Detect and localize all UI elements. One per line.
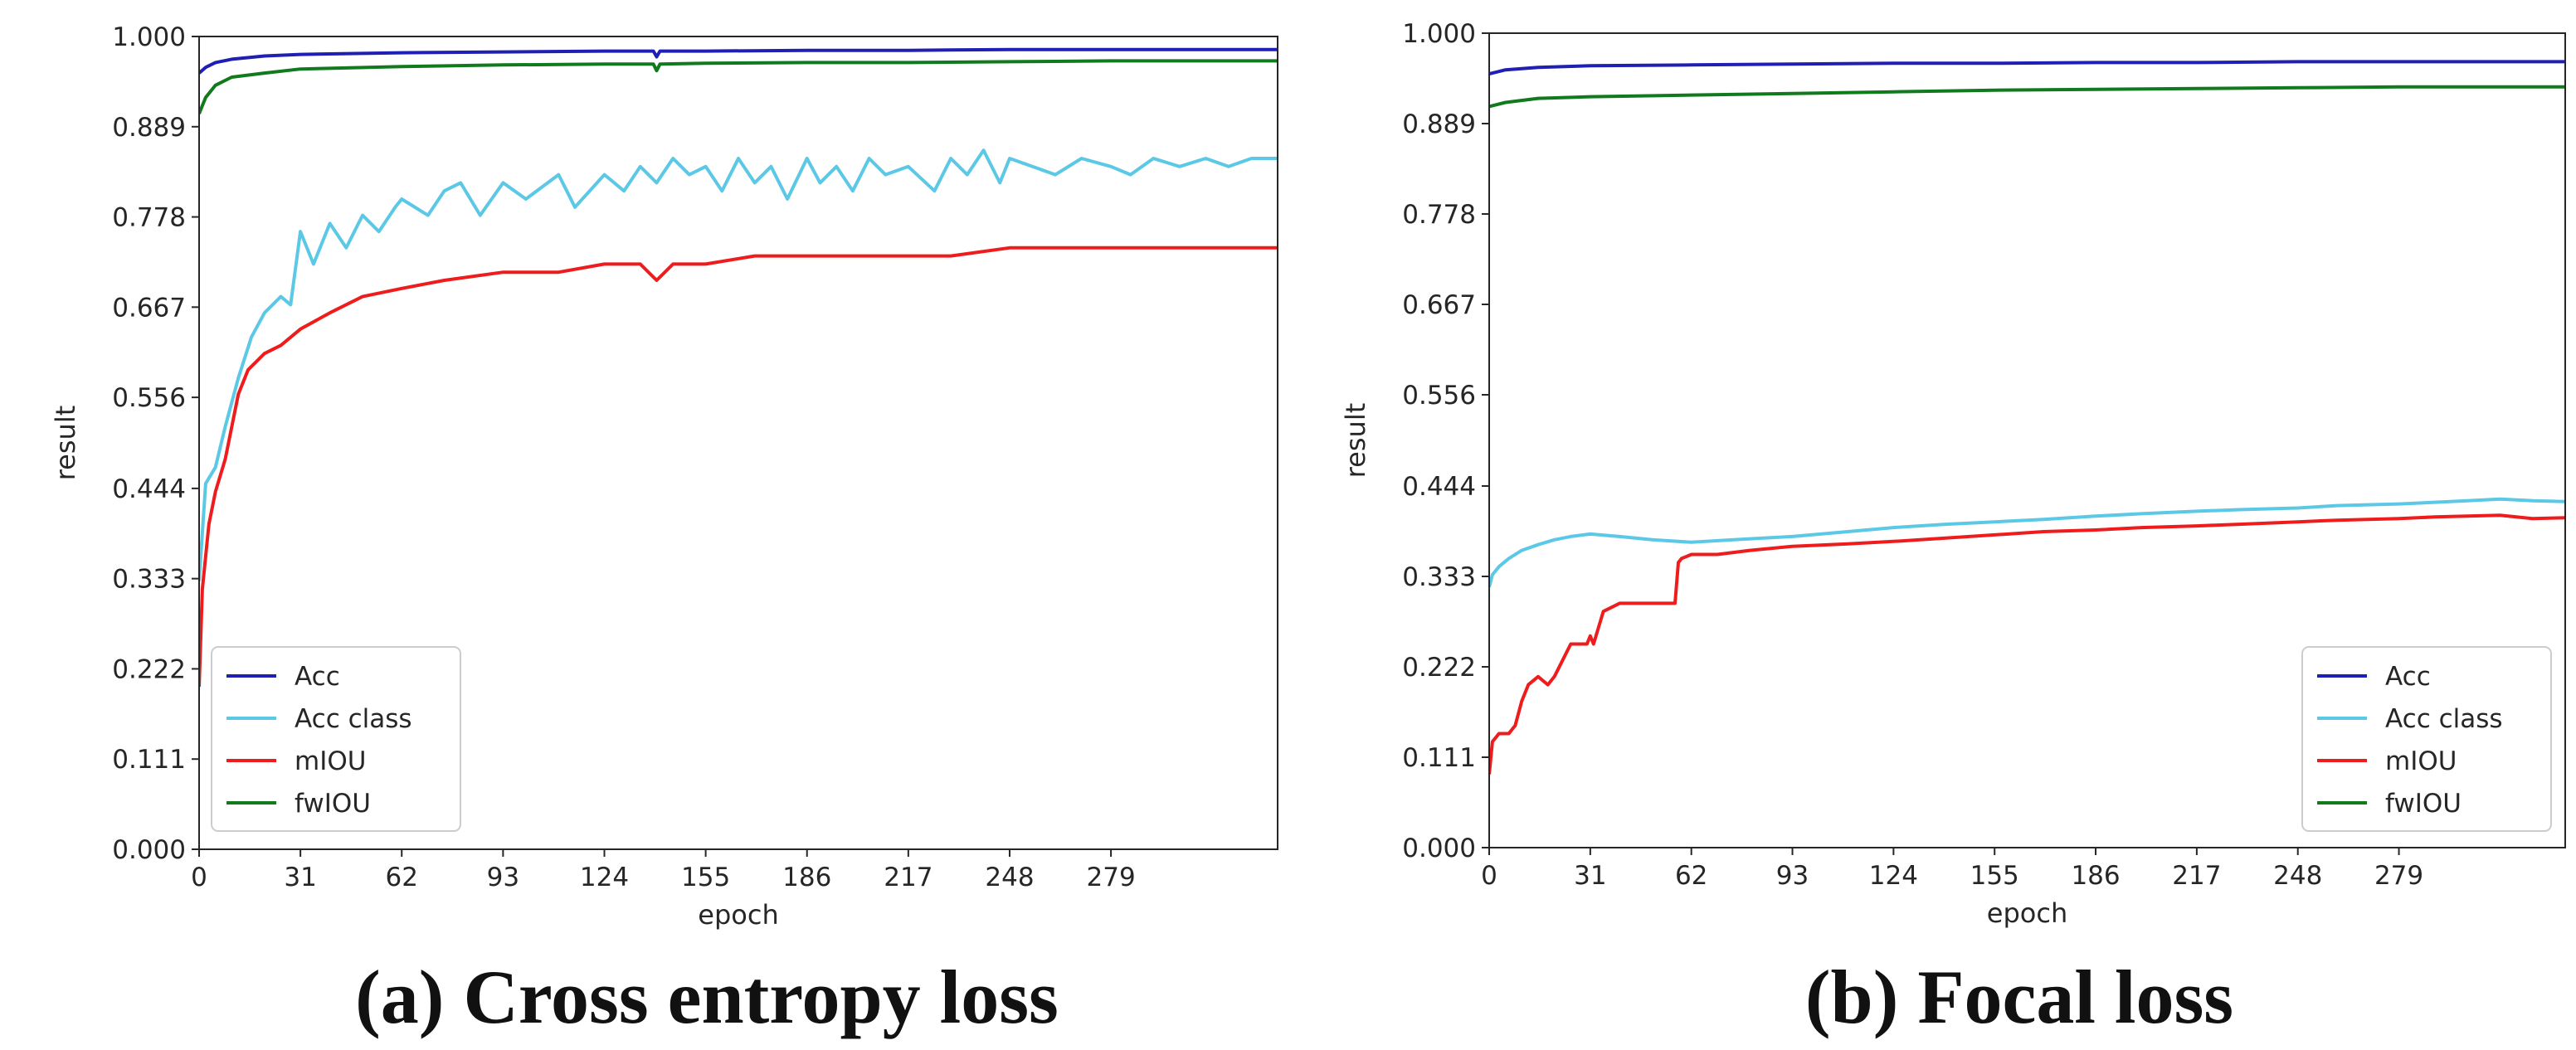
legend-box	[211, 646, 461, 832]
y-tick-label: 0.444	[1402, 472, 1476, 502]
series-line-acc-class	[199, 148, 1278, 581]
y-tick-label: 0.000	[1402, 834, 1476, 863]
legend-label-acc-class: Acc class	[2385, 704, 2503, 734]
series-line-acc	[199, 47, 1278, 75]
x-tick-label: 217	[884, 863, 933, 892]
x-axis-label: epoch	[1987, 897, 2067, 929]
y-axis-label: result	[50, 406, 81, 481]
series-line-acc-class	[1489, 497, 2565, 588]
chart-cross-entropy: 0 31 62 93 124 155 186 217 248 279 0.000 0.111 0.222…	[50, 22, 1278, 1039]
x-tick-label: 93	[1776, 861, 1809, 891]
series-line-acc	[1489, 60, 2565, 76]
y-tick-label: 0.778	[1402, 200, 1476, 230]
series-group	[1489, 60, 2565, 775]
x-tick-label: 0	[191, 863, 207, 892]
y-tick-label: 0.111	[112, 745, 186, 775]
x-tick-label: 217	[2172, 861, 2221, 891]
y-tick-label: 0.556	[1402, 381, 1476, 411]
x-tick-label: 124	[580, 863, 629, 892]
x-tick-label: 279	[1087, 863, 1136, 892]
y-tick-label: 0.111	[1402, 743, 1476, 773]
legend-label-fwiou: fwIOU	[295, 789, 371, 819]
y-tick-label: 0.444	[112, 474, 186, 504]
y-tick-label: 0.667	[112, 293, 186, 323]
legend-label-miou: mIOU	[2385, 746, 2457, 776]
legend-label-fwiou: fwIOU	[2385, 789, 2462, 819]
legend-label-miou: mIOU	[295, 746, 366, 776]
x-tick-label: 155	[1970, 861, 2019, 891]
x-tick-label: 248	[985, 863, 1034, 892]
x-tick-label: 31	[1574, 861, 1606, 891]
x-axis-label: epoch	[698, 899, 778, 931]
series-line-fwiou	[199, 59, 1278, 114]
series-group	[199, 47, 1278, 688]
x-tick-label: 62	[1675, 861, 1707, 891]
series-line-miou	[199, 245, 1278, 688]
y-axis-label: result	[1340, 403, 1371, 479]
y-tick-label: 0.778	[112, 203, 186, 233]
legend-label-acc-class: Acc class	[295, 704, 412, 734]
series-line-fwiou	[1489, 85, 2565, 109]
chart-focal-loss: 0 31 62 93 124 155 186 217 248 279 0.000 0.111 0.222…	[1340, 19, 2566, 1039]
y-tick-label: 0.556	[112, 383, 186, 413]
y-tick-label: 1.000	[1402, 19, 1476, 49]
x-tick-label: 93	[487, 863, 519, 892]
legend-label-acc: Acc	[295, 662, 340, 692]
x-tick-label: 186	[782, 863, 831, 892]
x-tick-label: 155	[681, 863, 730, 892]
series-line-miou	[1489, 513, 2565, 775]
chart-caption: (b) Focal loss	[1805, 955, 2233, 1039]
x-tick-label: 248	[2273, 861, 2322, 891]
x-tick-label: 31	[284, 863, 316, 892]
x-tick-label: 62	[386, 863, 418, 892]
y-tick-label: 1.000	[112, 22, 186, 52]
legend-box	[2301, 646, 2552, 832]
y-tick-label: 0.667	[1402, 290, 1476, 320]
x-tick-label: 186	[2071, 861, 2120, 891]
x-tick-label: 124	[1869, 861, 1918, 891]
plot-frame	[1488, 32, 2566, 848]
y-tick-label: 0.000	[112, 835, 186, 865]
x-tick-label: 0	[1481, 861, 1497, 891]
y-tick-label: 0.222	[112, 654, 186, 684]
y-tick-label: 0.333	[112, 565, 186, 595]
y-tick-label: 0.889	[1402, 109, 1476, 139]
y-tick-label: 0.889	[112, 113, 186, 143]
y-tick-label: 0.333	[1402, 562, 1476, 592]
legend-label-acc: Acc	[2385, 662, 2431, 692]
y-tick-label: 0.222	[1402, 653, 1476, 683]
plot-frame	[198, 36, 1278, 850]
chart-caption: (a) Cross entropy loss	[355, 955, 1059, 1039]
x-tick-label: 279	[2374, 861, 2423, 891]
